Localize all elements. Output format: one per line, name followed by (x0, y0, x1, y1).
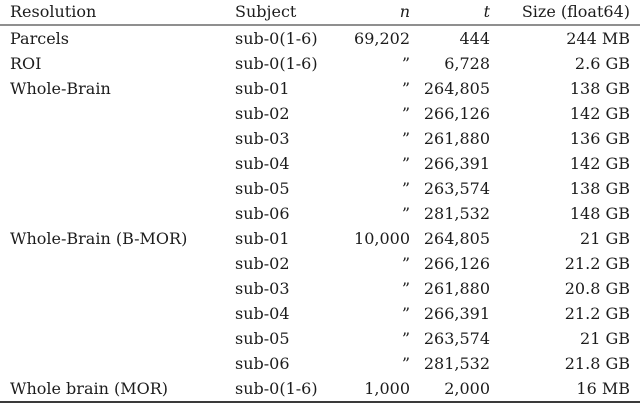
cell-subject: sub-02 (235, 104, 290, 123)
cell-subject: sub-04 (235, 304, 290, 323)
cell-t: 281,532 (423, 204, 490, 223)
table-row-bmor-sub02: sub-02 ” 266,126 21.2 GB (0, 251, 640, 276)
cell-size: 21.2 GB (564, 304, 630, 323)
cell-t: 2,000 (444, 379, 490, 398)
cell-subject: sub-0(1-6) (235, 29, 318, 48)
cell-n: 1,000 (364, 379, 410, 398)
cell-n: ” (401, 254, 410, 273)
cell-n: 69,202 (354, 29, 410, 48)
cell-size: 142 GB (569, 104, 630, 123)
cell-subject: sub-02 (235, 254, 290, 273)
table-header-row: Resolution Subject n t Size (float64) (0, 0, 640, 26)
cell-size: 16 MB (576, 379, 630, 398)
cell-t: 266,126 (423, 104, 490, 123)
cell-subject: sub-03 (235, 279, 290, 298)
cell-size: 136 GB (569, 129, 630, 148)
cell-resolution (0, 251, 235, 276)
cell-subject: sub-05 (235, 329, 290, 348)
cell-resolution (0, 201, 235, 226)
cell-n: ” (401, 79, 410, 98)
table-row-wholebrain-sub05: sub-05 ” 263,574 138 GB (0, 176, 640, 201)
cell-size: 20.8 GB (564, 279, 630, 298)
column-header-resolution: Resolution (0, 0, 235, 26)
cell-subject: sub-03 (235, 129, 290, 148)
cell-t: 281,532 (423, 354, 490, 373)
cell-t: 261,880 (423, 279, 490, 298)
cell-n: ” (401, 154, 410, 173)
cell-resolution: Whole-Brain (10, 79, 111, 98)
cell-resolution (0, 276, 235, 301)
cell-n: ” (401, 329, 410, 348)
table-row-wholebrain-sub04: sub-04 ” 266,391 142 GB (0, 151, 640, 176)
cell-resolution (0, 126, 235, 151)
cell-n: ” (401, 204, 410, 223)
cell-size: 21 GB (580, 329, 630, 348)
cell-t: 263,574 (423, 179, 490, 198)
cell-subject: sub-06 (235, 354, 290, 373)
cell-subject: sub-01 (235, 79, 290, 98)
cell-size: 21.8 GB (564, 354, 630, 373)
table-row-wholebrain-sub01: Whole-Brain sub-01 ” 264,805 138 GB (0, 76, 640, 101)
table-row-bmor-sub01: Whole-Brain (B-MOR) sub-01 10,000 264,80… (0, 226, 640, 251)
cell-subject: sub-06 (235, 204, 290, 223)
cell-resolution (0, 101, 235, 126)
column-header-subject: Subject (235, 0, 320, 26)
cell-subject: sub-0(1-6) (235, 379, 318, 398)
cell-t: 444 (459, 29, 490, 48)
cell-resolution (0, 351, 235, 376)
cell-n: ” (401, 104, 410, 123)
cell-n: ” (401, 279, 410, 298)
cell-size: 2.6 GB (574, 54, 630, 73)
cell-subject: sub-01 (235, 229, 290, 248)
cell-size: 142 GB (569, 154, 630, 173)
table-row-mor: Whole brain (MOR) sub-0(1-6) 1,000 2,000… (0, 376, 640, 402)
cell-resolution: Whole-Brain (B-MOR) (10, 229, 188, 248)
cell-resolution: Whole brain (MOR) (10, 379, 169, 398)
cell-t: 266,126 (423, 254, 490, 273)
cell-size: 21 GB (580, 229, 630, 248)
cell-size: 148 GB (569, 204, 630, 223)
cell-size: 21.2 GB (564, 254, 630, 273)
table-row-parcels: Parcels sub-0(1-6) 69,202 444 244 MB (0, 25, 640, 51)
cell-size: 138 GB (569, 179, 630, 198)
cell-size: 244 MB (566, 29, 630, 48)
cell-n: ” (401, 129, 410, 148)
table-row-wholebrain-sub06: sub-06 ” 281,532 148 GB (0, 201, 640, 226)
cell-subject: sub-04 (235, 154, 290, 173)
table-row-wholebrain-sub02: sub-02 ” 266,126 142 GB (0, 101, 640, 126)
table-row-bmor-sub06: sub-06 ” 281,532 21.8 GB (0, 351, 640, 376)
cell-n: ” (401, 54, 410, 73)
cell-resolution: ROI (10, 54, 42, 73)
cell-n: ” (401, 304, 410, 323)
cell-n: ” (401, 354, 410, 373)
cell-size: 138 GB (569, 79, 630, 98)
cell-resolution: Parcels (10, 29, 69, 48)
cell-t: 263,574 (423, 329, 490, 348)
cell-t: 264,805 (423, 229, 490, 248)
cell-resolution (0, 326, 235, 351)
column-header-n: n (320, 0, 410, 26)
table-row-bmor-sub04: sub-04 ” 266,391 21.2 GB (0, 301, 640, 326)
cell-resolution (0, 301, 235, 326)
cell-n: ” (401, 179, 410, 198)
cell-subject: sub-05 (235, 179, 290, 198)
cell-t: 6,728 (444, 54, 490, 73)
table-row-wholebrain-sub03: sub-03 ” 261,880 136 GB (0, 126, 640, 151)
cell-t: 261,880 (423, 129, 490, 148)
column-header-t: t (410, 0, 490, 26)
cell-subject: sub-0(1-6) (235, 54, 318, 73)
table-row-bmor-sub03: sub-03 ” 261,880 20.8 GB (0, 276, 640, 301)
cell-n: 10,000 (354, 229, 410, 248)
cell-t: 264,805 (423, 79, 490, 98)
cell-t: 266,391 (423, 154, 490, 173)
table-row-bmor-sub05: sub-05 ” 263,574 21 GB (0, 326, 640, 351)
cell-resolution (0, 151, 235, 176)
column-header-size: Size (float64) (490, 0, 640, 26)
table-row-roi: ROI sub-0(1-6) ” 6,728 2.6 GB (0, 51, 640, 76)
cell-resolution (0, 176, 235, 201)
cell-t: 266,391 (423, 304, 490, 323)
